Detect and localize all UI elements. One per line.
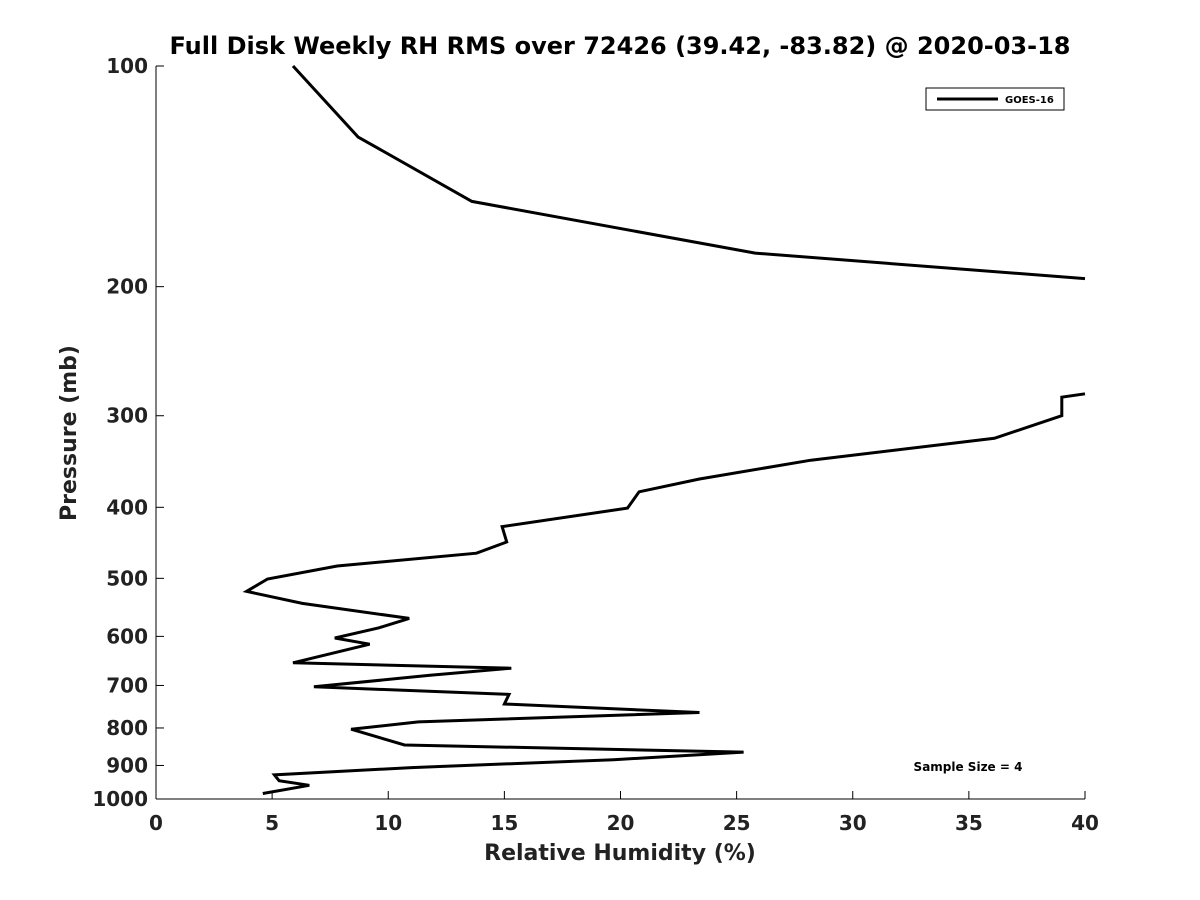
y-tick-label: 1000 (92, 787, 148, 811)
y-tick-label: 300 (106, 404, 148, 428)
x-ticks: 0 5 10 15 20 25 30 35 40 (149, 791, 1099, 835)
y-tick-label: 900 (106, 753, 148, 777)
legend: GOES-16 (925, 87, 1065, 111)
y-tick-label: 700 (106, 673, 148, 697)
x-tick-label: 30 (839, 811, 867, 835)
series-layer (242, 64, 1086, 795)
x-tick-label: 15 (490, 811, 518, 835)
x-axis-label: Relative Humidity (%) (484, 841, 756, 866)
legend-label: GOES-16 (1005, 95, 1054, 106)
y-tick-label: 800 (106, 716, 148, 740)
chart-title: Full Disk Weekly RH RMS over 72426 (39.4… (169, 32, 1070, 60)
x-tick-label: 5 (265, 811, 279, 835)
sample-size-annotation: Sample Size = 4 (914, 760, 1023, 774)
x-tick-label: 25 (723, 811, 751, 835)
y-ticks: 100 200 300 400 500 600 700 800 900 1000 (92, 54, 164, 811)
y-tick-label: 200 (106, 275, 148, 299)
y-tick-label: 600 (106, 624, 148, 648)
x-tick-label: 20 (607, 811, 635, 835)
series-line-goes-16 (242, 392, 1086, 795)
y-tick-label: 100 (106, 54, 148, 78)
x-tick-label: 35 (955, 811, 983, 835)
series-line-goes-16 (291, 64, 1086, 281)
y-tick-label: 400 (106, 495, 148, 519)
x-tick-label: 10 (374, 811, 402, 835)
y-tick-label: 500 (106, 566, 148, 590)
y-axis-label: Pressure (mb) (57, 345, 82, 521)
x-tick-label: 40 (1071, 811, 1099, 835)
x-tick-label: 0 (149, 811, 163, 835)
